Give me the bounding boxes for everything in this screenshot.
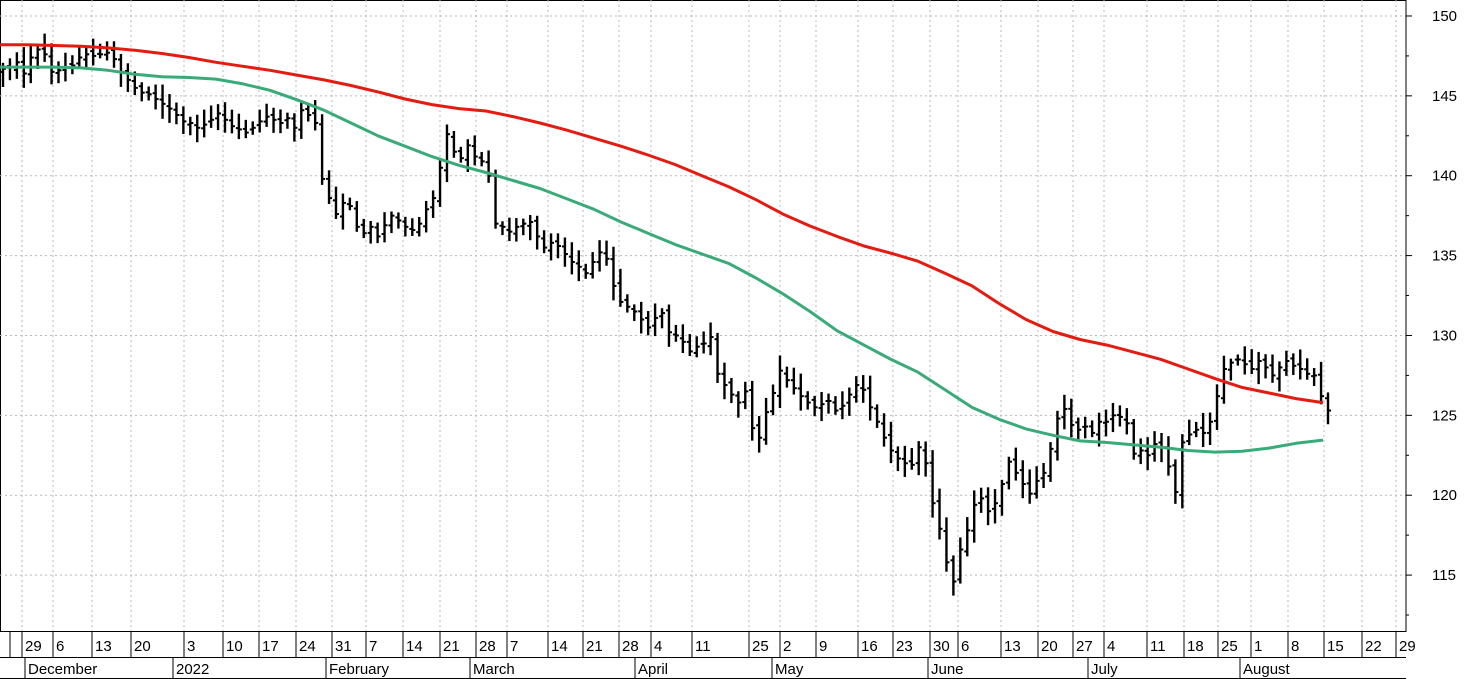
x-month-label: May: [775, 661, 804, 678]
x-week-label: 28: [479, 638, 496, 655]
y-tick-label: 115: [1432, 567, 1456, 584]
x-week-label: 25: [752, 638, 769, 655]
x-week-label: 29: [25, 638, 42, 655]
y-tick-label: 120: [1432, 487, 1457, 504]
y-tick-label: 125: [1432, 407, 1457, 424]
x-week-label: 14: [551, 638, 568, 655]
y-tick-label: 130: [1432, 327, 1457, 344]
x-week-label: 2: [783, 638, 791, 655]
moving-average-red-line: [0, 43, 1324, 405]
moving-average-green-line: [0, 65, 1324, 454]
x-week-label: 17: [262, 638, 279, 655]
x-week-label: 1: [1254, 638, 1262, 655]
x-week-label: 21: [586, 638, 603, 655]
x-month-label: July: [1091, 661, 1118, 678]
x-week-label: 24: [299, 638, 316, 655]
x-week-label: 20: [134, 638, 151, 655]
plot-frame: [0, 0, 1407, 632]
x-week-label: 10: [226, 638, 243, 655]
x-week-label: 8: [1291, 638, 1299, 655]
x-week-label: 15: [1327, 638, 1344, 655]
x-week-label: 30: [933, 638, 950, 655]
x-week-label: 22: [1365, 638, 1382, 655]
x-month-label: August: [1243, 661, 1291, 678]
x-week-label: 11: [695, 638, 711, 655]
y-tick-label: 140: [1432, 168, 1457, 185]
x-week-label: 11: [1150, 638, 1166, 655]
x-week-label: 9: [819, 638, 827, 655]
y-tick-label: 135: [1432, 248, 1457, 265]
x-week-label: 6: [961, 638, 969, 655]
x-month-label: December: [28, 661, 97, 678]
x-week-label: 14: [406, 638, 423, 655]
x-week-label: 28: [622, 638, 639, 655]
x-month-label: February: [329, 661, 390, 678]
x-week-label: 4: [1107, 638, 1115, 655]
x-week-label: 16: [861, 638, 878, 655]
x-week-label: 31: [335, 638, 352, 655]
x-month-label: 2022: [176, 661, 209, 678]
x-week-label: 29: [1399, 638, 1416, 655]
y-tick-label: 145: [1432, 88, 1457, 105]
x-month-label: June: [931, 661, 964, 678]
x-month-label: March: [473, 661, 515, 678]
x-week-label: 7: [369, 638, 377, 655]
x-week-label: 20: [1041, 638, 1058, 655]
x-week-label: 21: [443, 638, 460, 655]
x-week-label: 18: [1187, 638, 1204, 655]
x-week-label: 6: [56, 638, 64, 655]
x-month-label: April: [638, 661, 668, 678]
x-week-label: 27: [1076, 638, 1093, 655]
x-week-label: 7: [510, 638, 518, 655]
x-week-label: 13: [95, 638, 112, 655]
x-week-label: 4: [654, 638, 662, 655]
x-week-label: 25: [1221, 638, 1238, 655]
y-tick-label: 150: [1432, 8, 1457, 25]
x-week-label: 3: [187, 638, 195, 655]
x-week-label: 13: [1004, 638, 1021, 655]
x-week-label: 23: [896, 638, 913, 655]
